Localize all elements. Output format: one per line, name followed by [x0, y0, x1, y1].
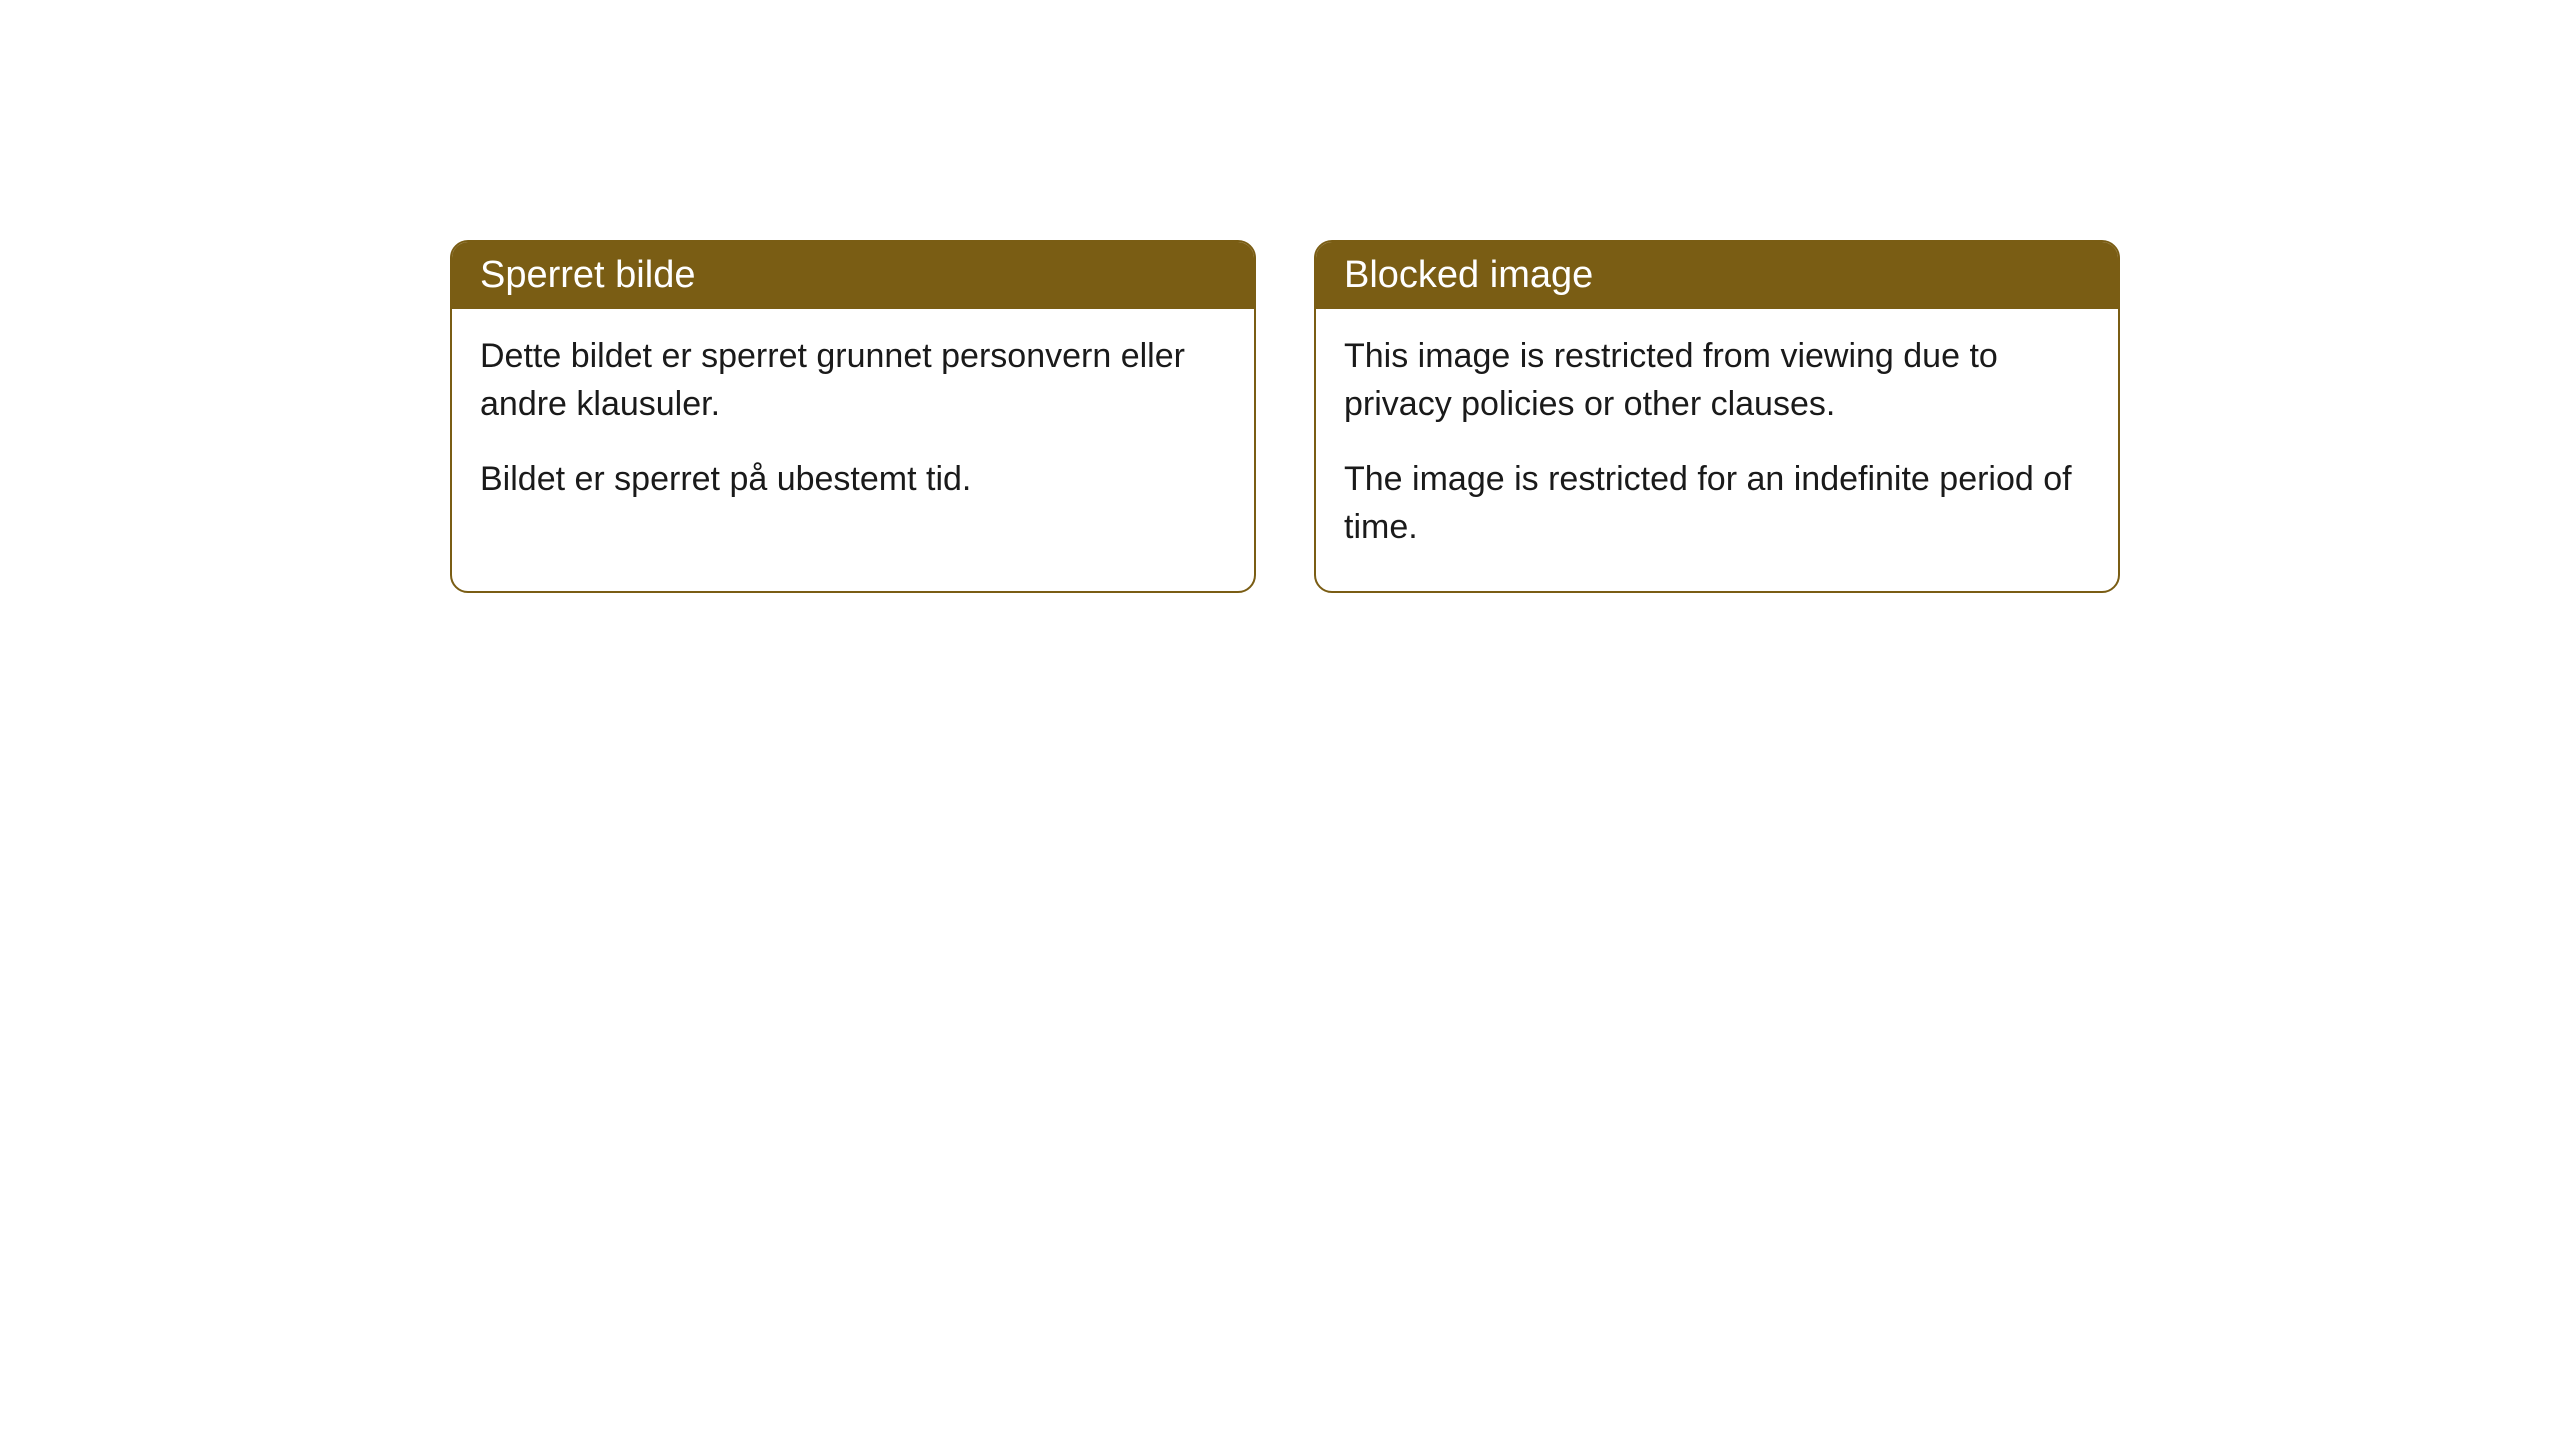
card-body: This image is restricted from viewing du… [1316, 309, 2118, 591]
card-header: Blocked image [1316, 242, 2118, 309]
card-paragraph: Bildet er sperret på ubestemt tid. [480, 456, 1226, 504]
blocked-image-card-english: Blocked image This image is restricted f… [1314, 240, 2120, 593]
notice-cards-container: Sperret bilde Dette bildet er sperret gr… [450, 240, 2120, 593]
card-body: Dette bildet er sperret grunnet personve… [452, 309, 1254, 544]
blocked-image-card-norwegian: Sperret bilde Dette bildet er sperret gr… [450, 240, 1256, 593]
card-paragraph: The image is restricted for an indefinit… [1344, 456, 2090, 551]
card-paragraph: Dette bildet er sperret grunnet personve… [480, 333, 1226, 428]
card-paragraph: This image is restricted from viewing du… [1344, 333, 2090, 428]
card-header: Sperret bilde [452, 242, 1254, 309]
